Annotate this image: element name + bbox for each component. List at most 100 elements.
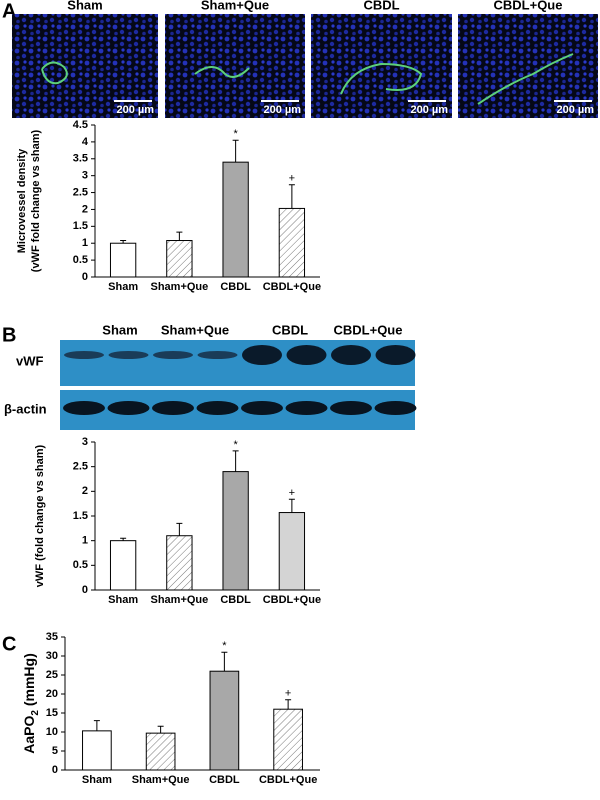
significance-marker: * — [233, 128, 238, 140]
blot-band — [63, 401, 105, 415]
micrograph-label: Sham+Que — [201, 0, 269, 12]
error-bar — [232, 139, 239, 163]
bar — [109, 242, 137, 278]
error-bar — [288, 498, 295, 513]
y-axis-label: Microvessel density — [16, 148, 28, 253]
error-bar — [120, 240, 127, 244]
blot-band — [242, 345, 282, 365]
y-tick-label: 0 — [52, 764, 58, 776]
x-tick-label: Sham+Que — [150, 281, 208, 293]
x-tick-label: CBDL+Que — [259, 774, 317, 786]
blot-band — [108, 351, 149, 359]
blot-band — [285, 401, 328, 415]
scale-bar-label: 200 µm — [556, 104, 594, 116]
vessel-stain — [41, 61, 68, 85]
scale-bar-label: 200 µm — [263, 104, 301, 116]
y-tick-label: 15 — [46, 707, 58, 719]
bar — [145, 732, 176, 771]
x-tick-label: Sham — [82, 774, 112, 786]
blot-band — [375, 345, 416, 365]
x-tick-label: Sham+Que — [150, 594, 208, 606]
y-tick-label: 4.5 — [73, 119, 88, 131]
blot-band — [241, 401, 283, 415]
y-tick-label: 0.5 — [73, 254, 88, 266]
y-tick-label: 5 — [52, 745, 58, 757]
blot-band — [330, 401, 372, 415]
bar — [109, 540, 137, 591]
x-tick-label: CBDL+Que — [263, 594, 321, 606]
y-axis-label-part: AaPO — [21, 716, 37, 754]
vessel-stain — [477, 53, 574, 105]
micrograph-label: CBDL+Que — [494, 0, 563, 12]
micrograph — [311, 14, 452, 118]
error-bar — [120, 537, 127, 541]
bar — [222, 161, 249, 278]
blot-group-label: CBDL — [272, 322, 308, 337]
y-axis-label: (vWF fold change vs sham) — [30, 129, 42, 272]
blot-row-label: β-actin — [4, 401, 47, 416]
y-tick-label: 1.5 — [73, 220, 88, 232]
y-axis-label: vWF (fold change vs sham) — [34, 444, 46, 587]
vessel-stain — [194, 66, 250, 78]
scale-bar-label: 200 µm — [410, 104, 448, 116]
x-tick-label: CBDL — [220, 594, 251, 606]
bar — [166, 240, 193, 278]
y-tick-label: 1 — [82, 237, 88, 249]
blot-group-label: Sham+Que — [161, 322, 229, 337]
significance-marker: + — [289, 487, 295, 499]
x-tick-label: Sham — [108, 594, 138, 606]
error-bar — [176, 522, 183, 536]
bar — [82, 730, 112, 771]
x-tick-label: CBDL — [220, 281, 251, 293]
significance-marker: + — [289, 173, 295, 185]
vessel-stain — [340, 62, 423, 95]
blot-group-label: Sham — [102, 322, 137, 337]
error-bar — [157, 725, 164, 734]
bar — [209, 670, 240, 771]
micrograph — [165, 14, 305, 118]
y-axis-label-part: 2 — [30, 710, 41, 716]
blot-band — [196, 401, 239, 415]
blot-group-label: CBDL+Que — [334, 322, 403, 337]
error-bar — [285, 699, 292, 710]
error-bar — [221, 651, 228, 672]
panel-label: B — [2, 324, 16, 346]
y-tick-label: 4 — [82, 136, 89, 148]
y-tick-label: 0 — [82, 584, 88, 596]
blot-band — [153, 351, 193, 359]
y-tick-label: 10 — [46, 726, 58, 738]
bar — [166, 535, 193, 591]
micrograph-label: CBDL — [363, 0, 399, 12]
bar — [278, 207, 306, 278]
blot-band — [374, 401, 417, 415]
bar — [278, 512, 306, 591]
x-tick-label: CBDL — [209, 774, 240, 786]
blot-row-label: vWF — [16, 353, 44, 368]
x-tick-label: CBDL+Que — [263, 281, 321, 293]
y-tick-label: 20 — [46, 688, 58, 700]
micrograph-label: Sham — [67, 0, 102, 12]
significance-marker: + — [285, 688, 291, 700]
y-tick-label: 1.5 — [73, 510, 88, 522]
y-tick-label: 2.5 — [73, 186, 88, 198]
y-tick-label: 3 — [82, 170, 88, 182]
y-tick-label: 0 — [82, 271, 88, 283]
error-bar — [288, 184, 295, 209]
y-tick-label: 25 — [46, 669, 58, 681]
blot-band — [197, 351, 238, 359]
y-tick-label: 35 — [46, 631, 58, 643]
y-tick-label: 1 — [82, 535, 88, 547]
bar — [273, 708, 303, 771]
blot-band — [64, 351, 104, 359]
y-tick-label: 0.5 — [73, 559, 88, 571]
y-axis-label-part: (mmHg) — [21, 653, 37, 710]
blot-band — [107, 401, 150, 415]
y-axis-label: AaPO2 (mmHg) — [21, 653, 41, 753]
x-tick-label: Sham+Que — [132, 774, 190, 786]
blot-band — [331, 345, 371, 365]
y-tick-label: 2 — [82, 485, 88, 497]
scale-bar-label: 200 µm — [116, 104, 154, 116]
y-tick-label: 3 — [82, 436, 88, 448]
micrograph — [12, 14, 158, 118]
